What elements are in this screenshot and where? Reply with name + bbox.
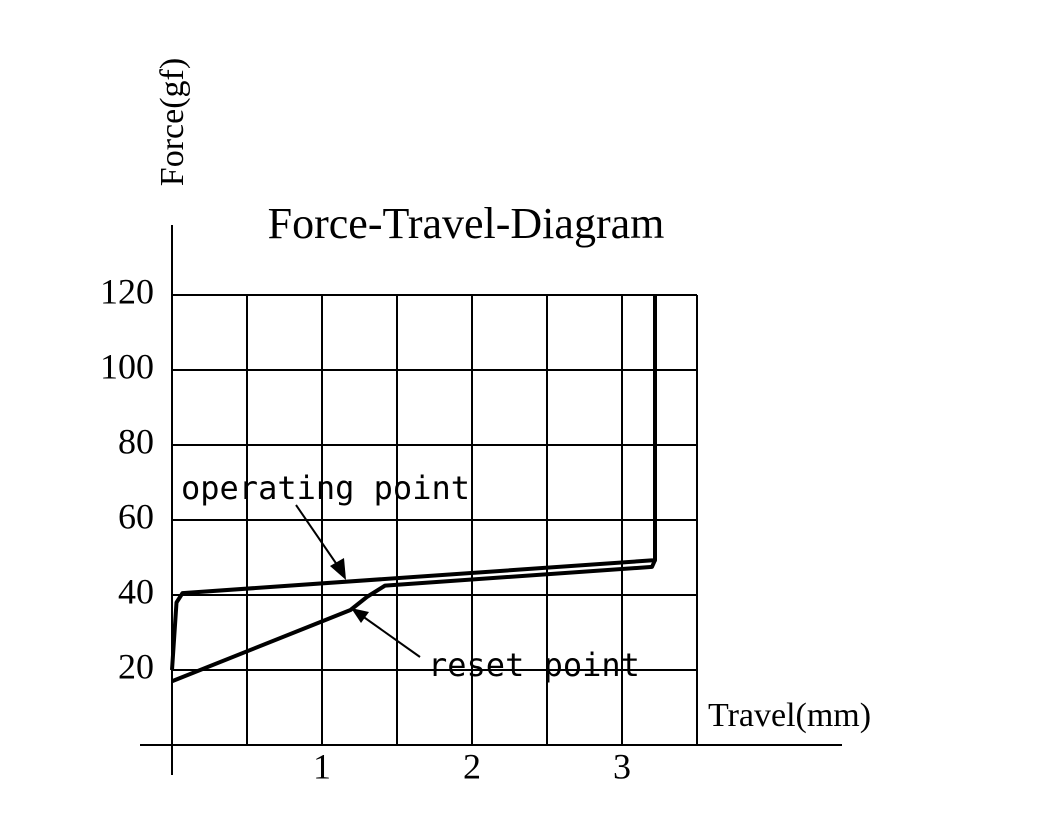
x-axis-label: Travel(mm) <box>708 697 871 734</box>
y-tick-label: 80 <box>118 421 154 461</box>
arrowhead <box>330 558 346 580</box>
chart-title: Force-Travel-Diagram <box>268 199 665 248</box>
arrowhead <box>351 608 369 623</box>
annotation: operating point <box>181 469 470 507</box>
y-tick-label: 120 <box>100 271 154 311</box>
annotation: reset point <box>428 646 640 684</box>
x-tick-label: 1 <box>313 746 331 786</box>
y-tick-label: 100 <box>100 346 154 386</box>
y-tick-label: 60 <box>118 496 154 536</box>
y-axis-label: Force(gf) <box>154 58 191 186</box>
y-tick-label: 20 <box>118 646 154 686</box>
curve <box>170 295 657 671</box>
arrow <box>295 504 343 573</box>
y-tick-label: 40 <box>118 571 154 611</box>
x-tick-label: 3 <box>613 746 631 786</box>
curve <box>171 559 657 684</box>
x-tick-label: 2 <box>463 746 481 786</box>
arrow <box>357 612 421 658</box>
